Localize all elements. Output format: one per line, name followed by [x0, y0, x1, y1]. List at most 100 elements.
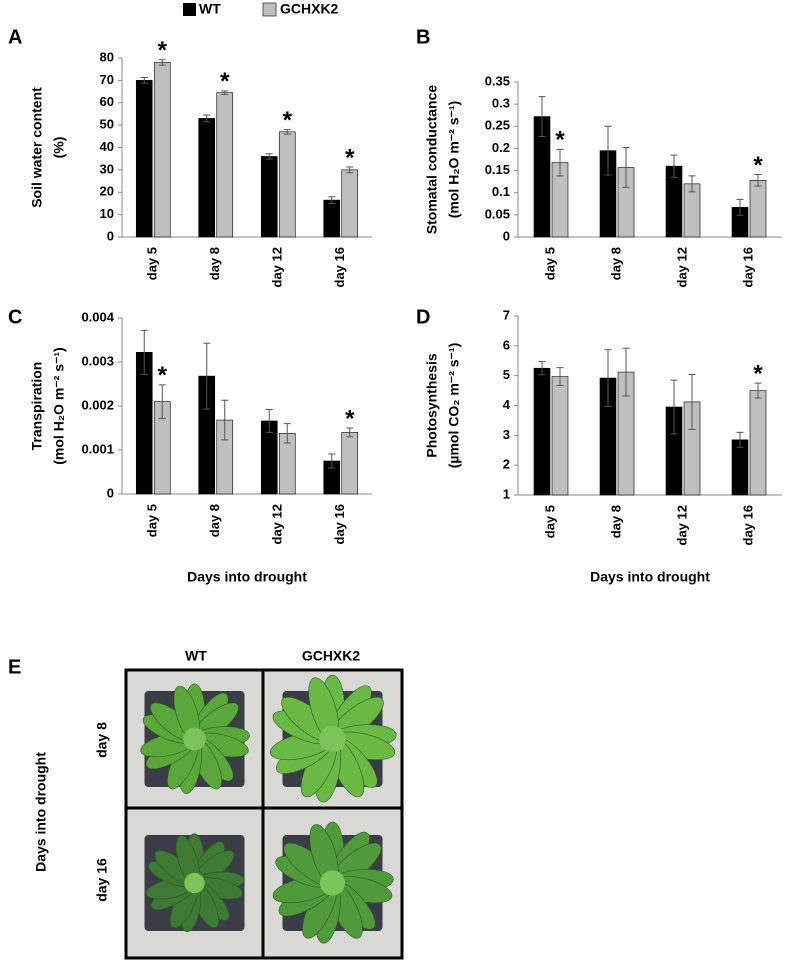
error-bar	[140, 76, 148, 84]
error-bar	[538, 361, 546, 376]
x-tick-label: day 8	[608, 505, 623, 538]
bar	[260, 156, 278, 238]
x-tick-label: day 16	[332, 504, 347, 544]
y-tick-label: 2	[503, 457, 510, 472]
error-bar	[688, 175, 696, 193]
photo-grid	[124, 668, 404, 960]
y-axis-label: (mol H₂O m⁻² s⁻¹)	[51, 347, 67, 464]
x-tick-label: day 12	[674, 505, 689, 545]
x-tick-label: day 8	[608, 247, 623, 280]
column-header: WT	[185, 648, 207, 664]
x-tick-label: day 8	[207, 504, 222, 537]
y-axis-label: (µmol CO₂ m⁻² s⁻¹)	[446, 343, 462, 469]
error-bar	[158, 384, 166, 419]
significance-marker: *	[753, 152, 763, 179]
x-tick-label: day 5	[145, 504, 160, 537]
y-tick-label: 0	[107, 485, 114, 500]
panel-letter: B	[416, 26, 430, 48]
error-bar	[346, 166, 354, 174]
error-bar	[736, 431, 744, 448]
bar	[341, 169, 359, 238]
y-tick-label: 50	[100, 117, 114, 132]
x-tick-label: day 12	[270, 247, 285, 287]
error-bar	[670, 379, 678, 435]
rosette-center	[319, 870, 346, 896]
significance-marker: *	[220, 68, 230, 95]
y-tick-label: 0.003	[81, 353, 114, 368]
x-tick-label: day 16	[740, 505, 755, 545]
rosette-center	[319, 725, 346, 753]
y-tick-label: 0.2	[492, 140, 510, 155]
y-tick-label: 0	[503, 228, 510, 243]
significance-marker: *	[158, 37, 168, 64]
x-tick-label: day 12	[674, 247, 689, 287]
x-tick-label: day 8	[207, 247, 222, 280]
bar	[749, 180, 767, 238]
row-axis-label: Days into drought	[33, 752, 49, 872]
panel-letter: C	[8, 306, 22, 328]
legend-label: WT	[199, 1, 221, 17]
y-tick-label: 70	[100, 72, 114, 87]
bar	[216, 92, 234, 238]
y-tick-label: 3	[503, 427, 510, 442]
y-tick-label: 7	[503, 307, 510, 322]
y-axis-label: Photosynthesis	[424, 353, 440, 457]
error-bar	[688, 373, 696, 430]
error-bar	[265, 409, 273, 433]
x-axis-label: Days into drought	[187, 569, 307, 585]
error-bar	[556, 367, 564, 387]
bar	[341, 432, 359, 495]
x-tick-label: day 16	[332, 247, 347, 287]
y-tick-label: 0.004	[81, 309, 114, 324]
y-tick-label: 4	[503, 397, 511, 412]
bar	[551, 376, 569, 496]
error-bar	[328, 453, 336, 469]
y-tick-label: 0	[107, 228, 114, 243]
error-bar	[158, 59, 166, 66]
x-tick-label: day 5	[542, 247, 557, 280]
row-header: day 8	[94, 722, 110, 758]
error-bar	[736, 198, 744, 216]
error-bar	[346, 427, 354, 438]
column-header: GCHXK2	[302, 648, 361, 664]
y-axis-label: Soil water content	[29, 87, 45, 208]
error-bar	[622, 147, 630, 188]
error-bar	[221, 90, 229, 95]
rosette-center	[183, 727, 206, 751]
error-bar	[283, 423, 291, 444]
legend-swatch	[262, 2, 277, 17]
y-tick-label: 0.15	[485, 162, 510, 177]
significance-marker: *	[158, 362, 168, 389]
y-tick-label: 0.25	[485, 118, 510, 133]
y-tick-label: 5	[503, 367, 510, 382]
panel-letter: D	[416, 306, 430, 328]
y-tick-label: 0.001	[81, 441, 114, 456]
legend-swatch	[183, 3, 196, 16]
rosette-center	[184, 872, 205, 894]
row-header: day 16	[94, 858, 110, 902]
x-tick-label: day 12	[270, 504, 285, 544]
y-tick-label: 6	[503, 337, 510, 352]
error-bar	[556, 148, 564, 177]
y-tick-label: 0.35	[485, 73, 510, 88]
significance-marker: *	[283, 107, 293, 134]
significance-marker: *	[753, 360, 763, 387]
error-bar	[754, 382, 762, 399]
y-axis-label: Stomatal conductance	[424, 85, 440, 235]
y-tick-label: 0.05	[485, 206, 510, 221]
panel-letter: A	[8, 26, 22, 48]
error-bar	[283, 129, 291, 135]
y-axis-label: Transpiration	[29, 362, 45, 451]
bar	[278, 131, 296, 238]
x-tick-label: day 5	[145, 247, 160, 280]
significance-marker: *	[555, 127, 565, 154]
y-tick-label: 80	[100, 49, 114, 64]
significance-marker: *	[345, 144, 355, 171]
error-bar	[328, 196, 336, 204]
y-tick-label: 60	[100, 94, 114, 109]
error-bar	[538, 96, 546, 137]
error-bar	[604, 125, 612, 176]
y-tick-label: 30	[100, 161, 114, 176]
x-axis-label: Days into drought	[590, 569, 710, 585]
